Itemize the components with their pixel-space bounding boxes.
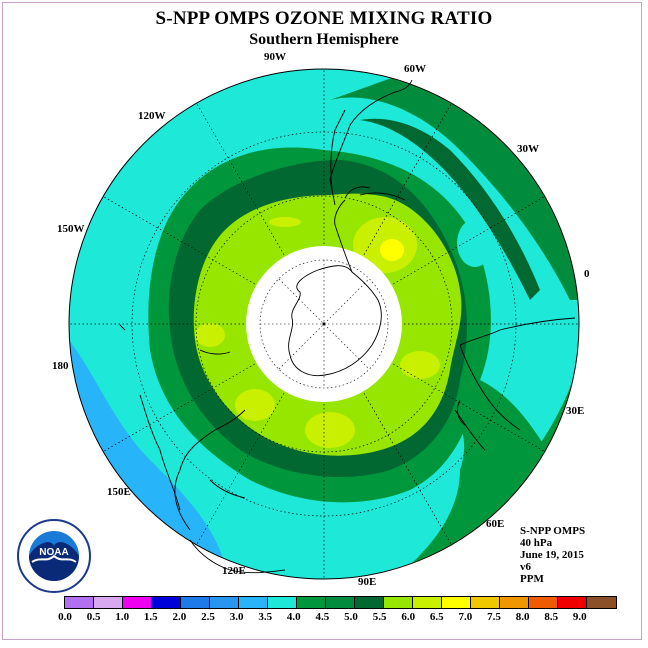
- colorbar-tick-label: 3.0: [229, 611, 244, 623]
- lon-label-30e: 30E: [566, 405, 585, 417]
- colorbar: [64, 596, 617, 609]
- colorbar-segment: [123, 597, 152, 608]
- colorbar-tick-label: 2.0: [172, 611, 187, 623]
- level-5-5-6-0-patch-4: [400, 351, 440, 379]
- lon-label-0: 0: [584, 268, 590, 280]
- colorbar-tick-label: 8.0: [515, 611, 530, 623]
- version-label: v6: [520, 561, 531, 573]
- colorbar-segment: [384, 597, 413, 608]
- level-5-5-6-0-patch-6: [269, 217, 301, 227]
- colorbar-segment: [529, 597, 558, 608]
- colorbar-segment: [297, 597, 326, 608]
- colorbar-tick-label: 7.5: [487, 611, 501, 623]
- colorbar-tick-label: 8.5: [544, 611, 559, 623]
- colorbar-segment: [94, 597, 123, 608]
- antarctica-coast: [288, 265, 382, 377]
- colorbar-tick-label: 6.5: [429, 611, 444, 623]
- colorbar-tick-label: 1.0: [115, 611, 130, 623]
- lon-label-120e: 120E: [222, 565, 246, 577]
- page-subtitle: Southern Hemisphere: [249, 31, 399, 48]
- lon-label-120w: 120W: [138, 110, 166, 122]
- colorbar-tick-label: 0.5: [86, 611, 101, 623]
- page-title: S-NPP OMPS OZONE MIXING RATIO: [155, 8, 493, 29]
- figure-frame: [2, 2, 642, 640]
- graticule: [69, 69, 579, 579]
- lon-label-150w: 150W: [57, 223, 85, 235]
- level-5-5-6-0-patch-2: [305, 412, 355, 448]
- level-4-0-4-5-region-east: [380, 380, 560, 579]
- map-boundary: [68, 68, 580, 580]
- colorbar-segment: [239, 597, 268, 608]
- lon-label-30w: 30W: [517, 143, 539, 155]
- colorbar-segment: [65, 597, 94, 608]
- colorbar-segment: [355, 597, 384, 608]
- colorbar-tick-label: 4.0: [286, 611, 301, 623]
- level-4-5-5-0-arc: [360, 118, 540, 300]
- units-label: PPM: [520, 573, 544, 585]
- colorbar-tick-label: 5.0: [344, 611, 358, 623]
- colorbar-tick-label: 6.0: [401, 611, 416, 623]
- colorbar-segment: [210, 597, 239, 608]
- colorbar-segment: [558, 597, 587, 608]
- colorbar-segment: [413, 597, 442, 608]
- colorbar-tick-label: 5.5: [372, 611, 387, 623]
- colorbar-segment: [152, 597, 181, 608]
- level-3-5-4-0-patch: [457, 219, 493, 267]
- colorbar-segment: [500, 597, 529, 608]
- colorbar-tick-label: 7.0: [458, 611, 473, 623]
- colorbar-tick-label: 3.5: [258, 611, 273, 623]
- south-pole-marker: [322, 322, 326, 326]
- level-6-0-6-5-patch: [380, 239, 404, 261]
- lon-label-180: 180: [52, 360, 69, 372]
- level-5-5-6-0-patch-5: [195, 323, 225, 347]
- colorbar-tick-label: 4.5: [315, 611, 330, 623]
- instrument-label: S-NPP OMPS: [520, 525, 586, 537]
- colorbar-tick-label: 0.0: [58, 611, 72, 623]
- lon-label-90e: 90E: [358, 576, 377, 588]
- colorbar-segment: [181, 597, 210, 608]
- noaa-logo: NOAA: [17, 519, 91, 593]
- colorbar-segment: [587, 597, 616, 608]
- lon-label-90w: 90W: [264, 51, 286, 63]
- lon-label-60w: 60W: [404, 63, 426, 75]
- colorbar-tick-label: 2.5: [201, 611, 215, 623]
- colorbar-segment: [442, 597, 471, 608]
- colorbar-tick-label: 9.0: [572, 611, 587, 623]
- colorbar-segment: [268, 597, 297, 608]
- colorbar-segment: [471, 597, 500, 608]
- level-5-5-6-0-patch-3: [235, 389, 275, 421]
- pressure-level-label: 40 hPa: [520, 537, 553, 549]
- date-label: June 19, 2015: [520, 549, 584, 561]
- lon-label-60e: 60E: [486, 518, 505, 530]
- svg-text:NOAA: NOAA: [39, 547, 68, 558]
- lon-label-150e: 150E: [107, 486, 131, 498]
- colorbar-tick-label: 1.5: [143, 611, 158, 623]
- coastlines: [119, 79, 576, 574]
- colorbar-segment: [326, 597, 355, 608]
